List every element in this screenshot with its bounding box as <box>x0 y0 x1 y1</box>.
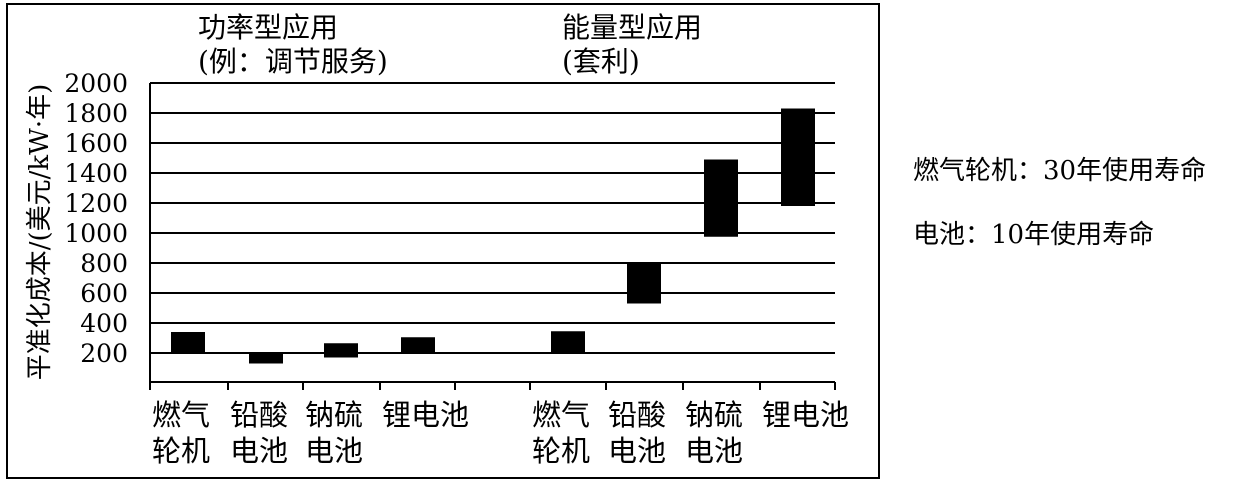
y-tick-label-2000: 2000 <box>64 69 128 98</box>
category-label-g1-c1-0: 铅酸 <box>608 398 666 432</box>
category-label-g1-c2-0: 钠硫 <box>685 398 743 432</box>
category-label-g1-c0-0: 燃气 <box>532 398 590 432</box>
category-label-g0-c2-0: 钠硫 <box>305 398 363 432</box>
y-tick-label-1400: 1400 <box>64 159 128 188</box>
y-tick-label-1000: 1000 <box>64 219 128 248</box>
category-label-g0-c3-0: 锂电池 <box>382 398 469 432</box>
group-title-0-1: (例：调节服务) <box>198 45 388 78</box>
y-tick-label-600: 600 <box>80 279 128 308</box>
category-label-g1-c1-1: 电池 <box>608 434 666 468</box>
y-tick-label-1800: 1800 <box>64 99 128 128</box>
bar-g1-c2 <box>704 159 738 237</box>
category-label-g0-c0-1: 轮机 <box>152 434 210 468</box>
bar-g1-c1 <box>627 263 661 304</box>
group-title-1-0: 能量型应用 <box>562 11 702 44</box>
bar-g0-c3 <box>401 337 435 353</box>
category-label-g0-c1-0: 铅酸 <box>230 398 288 432</box>
category-label-g0-c0-0: 燃气 <box>152 398 210 432</box>
battery-lifetime-note: 电池：10年使用寿命 <box>913 220 1155 250</box>
y-tick-label-400: 400 <box>80 309 128 338</box>
bar-g1-c0 <box>551 331 585 353</box>
group-title-0-0: 功率型应用 <box>198 11 338 44</box>
bar-g0-c2 <box>324 343 358 358</box>
category-label-g0-c1-1: 电池 <box>230 434 288 468</box>
y-tick-label-1200: 1200 <box>64 189 128 218</box>
category-label-g1-c2-1: 电池 <box>685 434 743 468</box>
gas-turbine-lifetime-note: 燃气轮机：30年使用寿命 <box>913 156 1207 186</box>
category-label-g1-c3-0: 锂电池 <box>762 398 849 432</box>
chart-frame <box>6 3 880 479</box>
category-label-g0-c2-1: 电池 <box>305 434 363 468</box>
bar-g0-c0 <box>171 332 205 353</box>
y-tick-label-800: 800 <box>80 249 128 278</box>
y-tick-label-1600: 1600 <box>64 129 128 158</box>
bar-g1-c3 <box>781 108 815 206</box>
bar-g0-c1 <box>249 353 283 364</box>
category-label-g1-c0-1: 轮机 <box>532 434 590 468</box>
group-title-1-1: (套利) <box>562 45 640 78</box>
y-axis-label: 平准化成本/(美元/kW·年) <box>25 84 55 381</box>
y-tick-label-200: 200 <box>80 339 128 368</box>
